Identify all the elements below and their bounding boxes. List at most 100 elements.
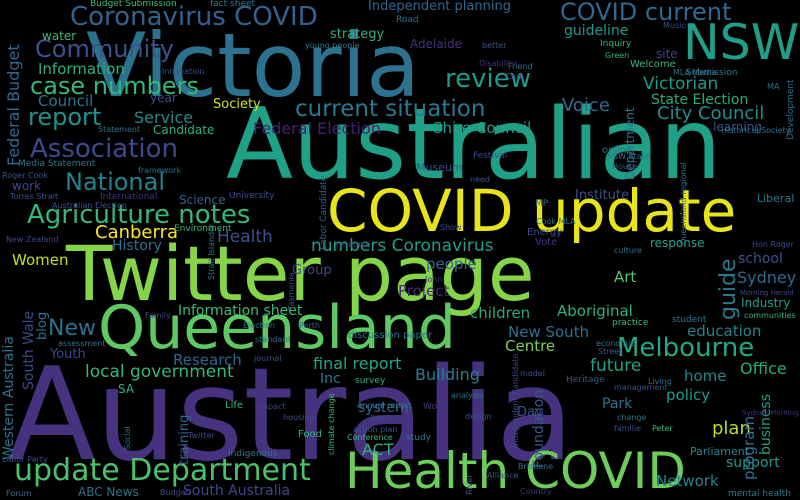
word: communities xyxy=(744,311,796,320)
word: work xyxy=(12,179,42,193)
word: final report xyxy=(313,354,402,373)
word: survey xyxy=(355,376,386,386)
word: Australia xyxy=(8,341,575,490)
word: Shire Council xyxy=(433,119,532,137)
word: online xyxy=(602,145,633,156)
word: Roger Cook xyxy=(2,171,48,180)
word: Welcome xyxy=(630,59,676,70)
word: University xyxy=(229,191,275,201)
word: year xyxy=(150,91,177,105)
word: plan xyxy=(712,418,751,439)
word: Club xyxy=(506,72,524,81)
word: Group xyxy=(292,263,332,278)
word: current situation xyxy=(295,96,486,122)
word: Science xyxy=(179,193,226,207)
word: Strait Islander xyxy=(207,223,216,280)
word: standard xyxy=(255,335,291,344)
word: resource xyxy=(336,240,371,249)
word: Social xyxy=(123,426,132,450)
word: better xyxy=(482,41,507,50)
word: Twitter xyxy=(188,431,215,440)
word: children xyxy=(470,304,531,322)
word: ABC News xyxy=(78,485,139,499)
word: Country xyxy=(520,487,552,496)
word: people xyxy=(426,255,477,273)
word: Sydney Morning xyxy=(742,409,799,417)
word: Life xyxy=(225,400,244,411)
word: model xyxy=(520,369,545,378)
word: water xyxy=(42,29,77,43)
word: policy xyxy=(666,386,711,404)
word: History xyxy=(112,238,162,254)
word: framework xyxy=(138,166,182,175)
word: New South xyxy=(508,323,590,341)
word: Food xyxy=(298,429,322,440)
word: Victorian xyxy=(643,74,719,94)
word: system xyxy=(358,400,409,416)
word: Labor Candidate xyxy=(319,175,329,250)
word: ACT xyxy=(362,440,394,459)
word: Parliament xyxy=(690,445,750,458)
word: fact sheet xyxy=(210,0,256,9)
word: Road xyxy=(396,15,419,25)
word: site xyxy=(656,47,678,61)
word: Independent Candidate xyxy=(511,353,520,448)
word: Friend xyxy=(508,62,533,71)
word: Historical Society xyxy=(721,126,791,135)
word: Women xyxy=(12,251,69,269)
word: Health xyxy=(217,227,273,247)
word: State Election xyxy=(651,92,749,108)
word: City Council xyxy=(657,103,765,124)
word: numbers Coronavirus xyxy=(311,236,494,256)
word: Office xyxy=(740,359,787,378)
word: MA xyxy=(767,82,780,91)
word: MLA Media xyxy=(673,68,717,77)
word: Alliance xyxy=(487,471,519,480)
word: Brisbane xyxy=(518,462,554,471)
word: Innovation xyxy=(162,67,205,76)
word: NSW xyxy=(683,14,800,71)
word: Council xyxy=(38,92,94,110)
word: Sport xyxy=(370,414,392,423)
word: education xyxy=(687,322,762,340)
word: economic xyxy=(596,339,635,348)
word: Liberal xyxy=(757,192,795,205)
word: Queensland xyxy=(98,293,456,363)
word: Network xyxy=(656,472,719,490)
word: Living xyxy=(648,377,672,386)
word: guideline xyxy=(564,23,629,39)
word: culture xyxy=(614,246,642,255)
word: Adelaide xyxy=(410,37,463,51)
word: housing xyxy=(283,413,315,422)
word: SA xyxy=(118,382,135,396)
word: Melbourne xyxy=(617,333,755,363)
word: Park xyxy=(602,396,633,412)
word: Peter xyxy=(652,424,673,433)
word: Disability xyxy=(479,59,517,68)
word: Agriculture notes xyxy=(27,200,251,230)
word: Day xyxy=(517,405,543,420)
word: mental health xyxy=(728,489,791,499)
word: Society xyxy=(213,97,261,112)
word: Show xyxy=(440,223,462,232)
word: Voice xyxy=(562,95,610,116)
word: study xyxy=(406,433,431,443)
word: design xyxy=(465,412,492,421)
word: Community xyxy=(35,35,174,63)
word: practice xyxy=(612,318,649,328)
word: Perth xyxy=(299,321,320,330)
word: Service xyxy=(134,108,194,127)
word: Queensland regional xyxy=(679,162,688,245)
word: guide xyxy=(716,258,741,320)
word: Canberra xyxy=(95,222,179,243)
word: Vote xyxy=(535,237,558,248)
word: Energy xyxy=(527,227,563,238)
word: school xyxy=(738,251,783,267)
word: familie xyxy=(614,424,642,433)
word: New xyxy=(48,316,96,341)
word: strategy xyxy=(330,27,385,42)
word: Festival xyxy=(473,151,508,161)
word: Music xyxy=(663,21,686,30)
word: climate change xyxy=(327,393,336,455)
word: COVID current xyxy=(560,0,732,26)
